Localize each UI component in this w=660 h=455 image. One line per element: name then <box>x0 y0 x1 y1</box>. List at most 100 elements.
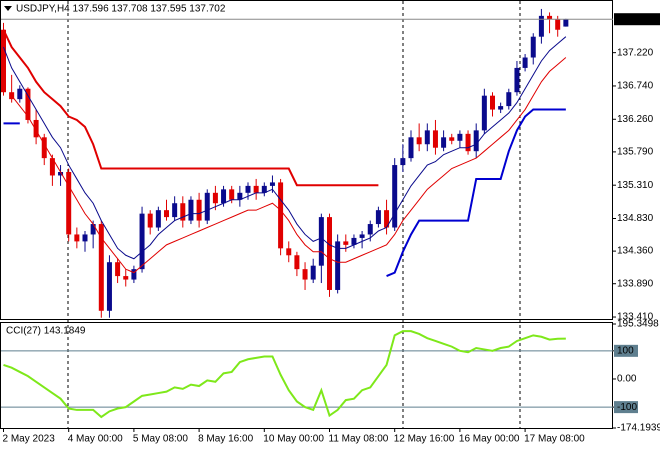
candle-body <box>115 262 121 277</box>
y-tick-label: 134.360 <box>617 246 654 257</box>
x-tick-label: 12 May 16:00 <box>394 434 455 445</box>
candle-body <box>9 92 15 100</box>
candle-body <box>123 276 129 280</box>
candle-body <box>294 255 300 270</box>
candle-body <box>375 210 381 225</box>
candle-body <box>1 29 6 93</box>
y-tick-label: -100 <box>617 402 637 413</box>
candle-body <box>229 189 235 200</box>
x-tick-label: 4 May 00:00 <box>68 434 123 445</box>
candle-body <box>98 224 104 311</box>
candle-body <box>432 130 438 148</box>
main-panel-border <box>0 0 613 320</box>
candle-body <box>392 165 398 228</box>
candle-body <box>82 234 88 242</box>
candle-body <box>188 199 194 221</box>
candle-body <box>318 217 324 266</box>
x-tick-label: 10 May 00:00 <box>263 434 324 445</box>
candle-body <box>33 119 39 138</box>
x-tick-label: 8 May 16:00 <box>198 434 253 445</box>
x-tick-label: 5 May 08:00 <box>133 434 188 445</box>
candle-body <box>457 133 463 141</box>
candle-body <box>465 133 471 152</box>
y-tick-label: 0.00 <box>617 374 637 385</box>
candle-body <box>196 199 202 221</box>
indicator-line <box>3 108 566 278</box>
candle-body <box>367 224 373 235</box>
candle-body <box>172 203 178 218</box>
y-tick-label: 133.890 <box>617 278 654 289</box>
candle-body <box>416 137 422 145</box>
candle-body <box>204 192 210 221</box>
y-tick-label: 136.740 <box>617 81 654 92</box>
candle-body <box>563 19 569 27</box>
candle-body <box>212 192 218 204</box>
candle-body <box>278 182 284 249</box>
y-tick-label: 195.3498 <box>617 319 659 330</box>
indicator-title: CCI(27) 143.1849 <box>6 326 86 337</box>
candle-body <box>58 172 64 176</box>
candle-body <box>522 57 528 68</box>
candle-body <box>17 88 23 100</box>
candle-body <box>269 182 275 186</box>
candle-body <box>49 158 55 176</box>
y-tick-label: 137.220 <box>617 47 654 58</box>
indicator-line <box>11 57 567 274</box>
candle-body <box>261 185 267 193</box>
candle-body <box>424 130 430 145</box>
candle-body <box>335 241 341 290</box>
level-label-box <box>614 344 638 357</box>
y-tick-label: -174.1939 <box>617 423 660 434</box>
candle-body <box>327 217 332 290</box>
indicator-line <box>2 29 379 187</box>
candle-body <box>131 269 137 280</box>
candle-body <box>530 36 536 58</box>
candle-body <box>490 95 495 110</box>
candle-body <box>221 189 227 204</box>
level-label-box <box>614 401 638 414</box>
menu-triangle <box>4 6 12 11</box>
candle-body <box>302 269 308 280</box>
candle-body <box>473 130 479 152</box>
y-tick-label: 134.830 <box>617 213 654 224</box>
y-tick-label: 136.260 <box>617 114 654 125</box>
x-tick-label: 17 May 08:00 <box>524 434 585 445</box>
candle-body <box>139 213 145 270</box>
candle-body <box>155 210 161 228</box>
candle-body <box>253 185 259 193</box>
candle-body <box>359 234 365 238</box>
candle-body <box>245 185 251 193</box>
candle-body <box>25 88 31 120</box>
candle-body <box>555 19 561 30</box>
candle-body <box>547 15 553 20</box>
cci-panel-border <box>0 322 613 429</box>
candle-body <box>538 15 544 37</box>
y-tick-label: 135.790 <box>617 147 654 158</box>
candle-body <box>481 95 487 131</box>
indicator-line <box>3 330 566 419</box>
candle-body <box>343 241 349 245</box>
y-tick-label: 135.310 <box>617 180 654 191</box>
candle-body <box>506 92 512 107</box>
indicator-line <box>3 36 567 260</box>
y-tick-label: 133.410 <box>617 312 654 323</box>
candle-body <box>237 192 243 200</box>
x-tick-label: 2 May 2023 <box>3 434 56 445</box>
candle-body <box>408 137 414 159</box>
candle-body <box>106 262 112 311</box>
y-tick-label: 100 <box>617 345 634 356</box>
x-tick-label: 16 May 00:00 <box>459 434 520 445</box>
current-price-label: 137.702 <box>617 14 654 25</box>
candle-body <box>498 106 504 110</box>
candle-body <box>41 137 47 159</box>
candle-body <box>514 67 520 93</box>
candle-body <box>441 137 447 148</box>
candle-body <box>164 210 169 218</box>
current-price-box <box>614 13 660 26</box>
candle-body <box>310 265 316 280</box>
candle-body <box>74 234 80 242</box>
candle-body <box>449 137 455 141</box>
candle-body <box>66 172 72 235</box>
